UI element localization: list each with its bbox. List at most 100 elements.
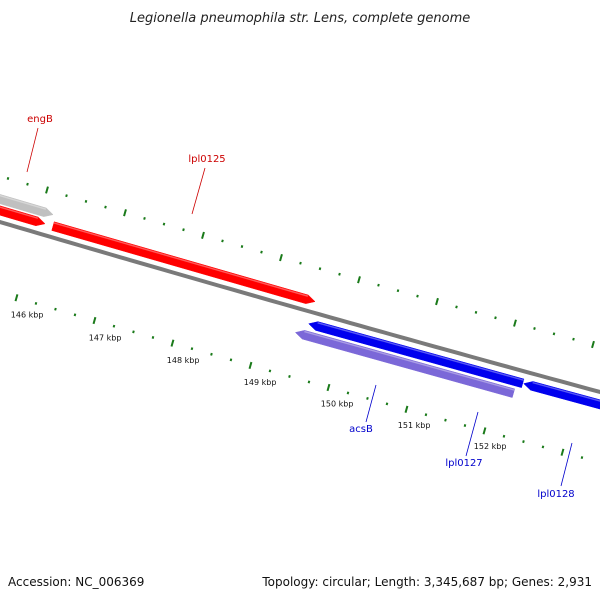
callout-line-acsB [365, 384, 377, 423]
gene-lpl0125-arrow-highlight [53, 222, 309, 297]
outer-ring-minor-tick [455, 305, 458, 309]
gene-acsB-arrow [294, 330, 515, 398]
accession-text: Accession: NC_006369 [8, 575, 144, 589]
outer-ring-minor-tick [240, 245, 244, 249]
inner-tick-ring [14, 294, 584, 460]
outer-ring-minor-tick [26, 182, 29, 186]
scale-label: 147 kbp [89, 333, 122, 342]
gene-label-acsB[interactable]: acsB [349, 424, 373, 435]
inner-ring-minor-tick [73, 313, 77, 317]
inner-ring-minor-tick [463, 424, 467, 428]
callout-line-engB [26, 127, 39, 173]
outer-ring-minor-tick [474, 310, 478, 314]
outer-ring-minor-tick [84, 199, 88, 203]
callout-line-lpl0128 [560, 442, 573, 487]
inner-ring-minor-tick [190, 347, 194, 351]
inner-ring-minor-tick [444, 418, 447, 422]
topology-text: Topology: circular; Length: 3,345,687 bp… [261, 575, 592, 589]
outer-ring-minor-tick [377, 283, 380, 287]
outer-ring-major-tick [513, 319, 517, 327]
inner-ring-major-tick [14, 294, 19, 302]
inner-ring-minor-tick [229, 358, 233, 362]
gene-callouts: engB lpl0125 acsB lpl0127 lpl0128 [26, 114, 575, 500]
outer-ring-minor-tick [182, 228, 185, 232]
outer-ring-major-tick [435, 297, 439, 306]
genome-backbone [0, 219, 600, 395]
outer-ring-minor-tick [162, 222, 166, 226]
inner-ring-major-tick [404, 405, 409, 413]
outer-ring-minor-tick [318, 267, 322, 271]
gene-lpl0128-arrow [523, 381, 600, 410]
outer-ring-minor-tick [552, 332, 556, 336]
outer-ring-minor-tick [338, 272, 341, 276]
inner-ring-minor-tick [424, 413, 428, 417]
inner-ring-minor-tick [346, 391, 350, 395]
inner-ring-major-tick [326, 383, 331, 392]
scale-label: 149 kbp [244, 378, 277, 387]
gene-engB-arrow-highlight [0, 194, 47, 210]
outer-ring-minor-tick [494, 316, 497, 320]
inner-ring-minor-tick [132, 330, 135, 334]
inner-ring-minor-tick [288, 375, 291, 378]
outer-tick-ring [6, 177, 595, 349]
inner-ring-minor-tick [580, 456, 584, 460]
inner-ring-minor-tick [151, 336, 155, 339]
gene-label-lpl0127[interactable]: lpl0127 [445, 458, 482, 469]
inner-ring-minor-tick [522, 440, 525, 444]
gene-acsB-arrow-highlight [304, 330, 515, 391]
outer-ring-minor-tick [299, 261, 302, 265]
inner-ring-minor-tick [54, 307, 57, 311]
gene-reverse-arrow-highlight [317, 322, 524, 381]
inner-ring-minor-tick [268, 369, 272, 373]
gene-forward-arrow [0, 205, 46, 227]
gene-label-engB[interactable]: engB [27, 114, 53, 125]
inner-ring-major-tick [248, 361, 253, 370]
inner-ring-major-tick [92, 316, 97, 325]
outer-ring-minor-tick [6, 177, 10, 180]
scale-label: 151 kbp [398, 421, 431, 430]
callout-line-lpl0125 [191, 167, 206, 215]
gene-label-lpl0128[interactable]: lpl0128 [537, 489, 574, 500]
outer-ring-major-tick [201, 231, 205, 239]
inner-ring-major-tick [170, 339, 175, 347]
outer-ring-minor-tick [416, 294, 419, 298]
inner-ring-minor-tick [366, 396, 369, 400]
inner-ring-major-tick [482, 427, 487, 435]
scale-label: 146 kbp [11, 311, 44, 320]
outer-ring-major-tick [123, 209, 127, 217]
outer-ring-major-tick [357, 276, 361, 284]
outer-ring-minor-tick [533, 327, 536, 330]
inner-ring-minor-tick [112, 324, 116, 328]
callout-line-lpl0127 [465, 411, 479, 457]
outer-ring-minor-tick [104, 205, 107, 209]
inner-ring-minor-tick [385, 402, 389, 406]
inner-ring-minor-tick [34, 301, 38, 305]
outer-ring-major-tick [591, 340, 595, 349]
gene-lpl0125-arrow [51, 221, 316, 304]
gene-reverse-arrow [308, 321, 525, 388]
gene-features [0, 194, 600, 410]
outer-ring-major-tick [45, 186, 49, 194]
inner-ring-minor-tick [502, 434, 506, 438]
outer-ring-minor-tick [221, 239, 224, 243]
gene-engB-arrow [0, 194, 54, 217]
inner-ring-minor-tick [210, 352, 213, 356]
scale-label: 148 kbp [167, 356, 200, 365]
gene-forward-arrow-highlight [0, 206, 39, 219]
outer-ring-minor-tick [396, 289, 400, 293]
outer-ring-minor-tick [65, 194, 68, 198]
scale-labels: 146 kbp 147 kbp 148 kbp 149 kbp 150 kbp 151 k… [11, 311, 507, 452]
inner-ring-minor-tick [541, 445, 545, 449]
scale-label: 152 kbp [474, 442, 507, 451]
inner-ring-major-tick [560, 448, 565, 456]
gene-label-lpl0125[interactable]: lpl0125 [188, 154, 225, 165]
inner-ring-minor-tick [307, 380, 311, 384]
scale-label: 150 kbp [321, 400, 354, 409]
outer-ring-minor-tick [260, 250, 263, 254]
map-title: Legionella pneumophila str. Lens, comple… [130, 11, 471, 26]
outer-ring-major-tick [279, 254, 283, 262]
outer-ring-minor-tick [143, 216, 146, 220]
outer-ring-minor-tick [572, 337, 575, 341]
gene-lpl0128-arrow-highlight [532, 381, 600, 402]
